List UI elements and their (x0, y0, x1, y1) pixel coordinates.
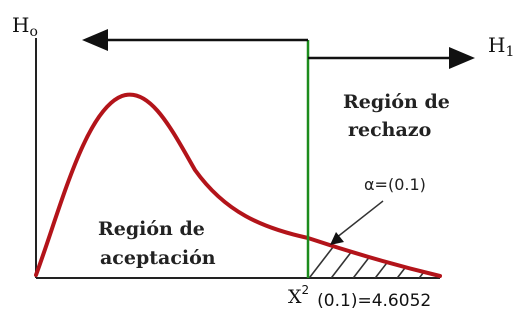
critical-value-label: X2(0.1)=4.6052 (288, 283, 431, 311)
null-hypothesis-label: Ho (12, 13, 38, 40)
alt-hypothesis-label: H1 (488, 33, 514, 60)
h0-arrowhead-icon (82, 29, 108, 51)
alpha-label: α=(0.1) (364, 175, 426, 194)
alpha-pointer-line (335, 200, 384, 239)
rejection-region-label-line1: Región de (343, 91, 450, 113)
acceptance-region-label-line2: aceptación (100, 247, 216, 269)
rejection-tail-hatch (308, 238, 440, 278)
alpha-pointer-arrowhead-icon (330, 232, 344, 245)
chi-square-curve (34, 92, 442, 278)
acceptance-region-label-line1: Región de (98, 218, 205, 240)
rejection-region-label-line2: rechazo (348, 119, 431, 141)
h1-arrowhead-icon (449, 47, 475, 69)
